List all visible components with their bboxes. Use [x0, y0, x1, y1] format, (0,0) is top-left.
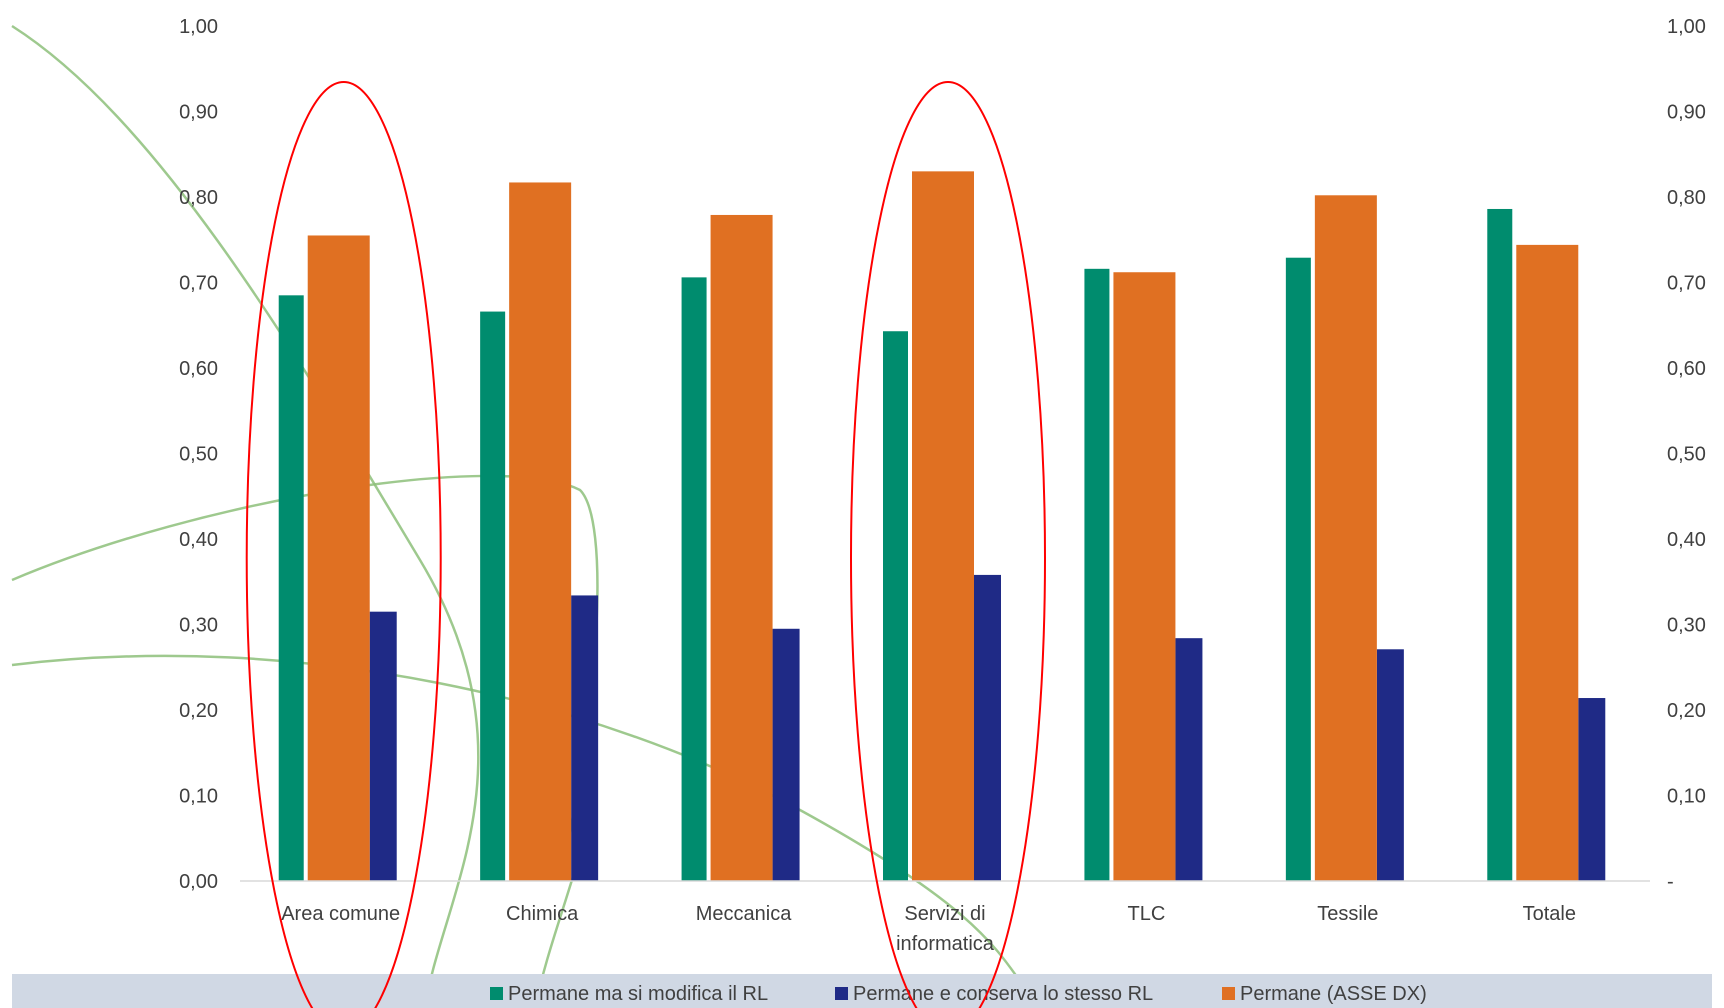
bar-permane-ma-si-modifica-il-rl-tlc — [1084, 268, 1110, 881]
bar-permane-asse-dx-totale — [1516, 244, 1579, 881]
bar-permane-e-conserva-lo-stesso-rl-totale — [1578, 698, 1606, 881]
category-label: Totale — [1523, 903, 1576, 925]
bar-group-meccanica — [681, 214, 800, 881]
legend-background — [12, 974, 1712, 1008]
right-tick-label: - — [1667, 871, 1674, 893]
right-tick-label: 1,00 — [1667, 16, 1706, 38]
left-tick-label: 0,80 — [179, 187, 218, 209]
left-tick-label: 0,40 — [179, 529, 218, 551]
legend-label: Permane e conserva lo stesso RL — [853, 983, 1153, 1005]
left-tick-label: 0,60 — [179, 358, 218, 380]
category-label: Meccanica — [696, 903, 792, 925]
bar-permane-e-conserva-lo-stesso-rl-tlc — [1175, 638, 1203, 881]
right-tick-label: 0,70 — [1667, 273, 1706, 295]
left-axis-ticks: 0,00 0,10 0,20 0,30 0,40 0,50 0,60 0,70 0,80 0,90… — [179, 16, 218, 893]
left-tick-label: 0,90 — [179, 102, 218, 124]
bar-permane-ma-si-modifica-il-rl-servizi-di-informatica — [883, 331, 908, 881]
bar-group-totale — [1487, 208, 1606, 882]
category-label: TLC — [1128, 903, 1166, 925]
bar-group-chimica — [480, 182, 599, 882]
bar-permane-ma-si-modifica-il-rl-totale — [1487, 208, 1513, 882]
bar-group-tessile — [1285, 195, 1404, 882]
bar-permane-e-conserva-lo-stesso-rl-meccanica — [772, 628, 800, 881]
highlight-ellipse-area-comune — [245, 81, 442, 1008]
bar-permane-e-conserva-lo-stesso-rl-chimica — [571, 595, 599, 881]
bar-permane-asse-dx-servizi-di-informatica — [912, 171, 974, 882]
left-tick-label: 0,70 — [179, 273, 218, 295]
bar-permane-asse-dx-meccanica — [710, 214, 773, 881]
legend-swatch — [835, 987, 848, 1000]
right-tick-label: 0,60 — [1667, 358, 1706, 380]
bar-groups — [278, 171, 1606, 882]
right-tick-label: 0,10 — [1667, 786, 1706, 808]
bar-permane-e-conserva-lo-stesso-rl-servizi-di-informatica — [974, 574, 1001, 881]
bar-permane-e-conserva-lo-stesso-rl-tessile — [1376, 649, 1404, 881]
right-axis-ticks: - 0,10 0,20 0,30 0,40 0,50 0,60 0,70 0,80 0,90 1,0… — [1667, 16, 1706, 893]
left-tick-label: 0,20 — [179, 700, 218, 722]
bar-permane-e-conserva-lo-stesso-rl-area-comune — [369, 611, 397, 881]
legend-label: Permane (ASSE DX) — [1240, 983, 1427, 1005]
left-tick-label: 0,30 — [179, 615, 218, 637]
highlight-ellipses — [245, 81, 1046, 1008]
legend-item-permane-asse-dx: Permane (ASSE DX) — [1222, 983, 1427, 1005]
bar-permane-asse-dx-tlc — [1113, 272, 1176, 881]
legend-swatch — [490, 987, 503, 1000]
bar-group-servizi-di-informatica — [883, 171, 1001, 882]
legend-item-permane-ma-si-modifica-il-rl: Permane ma si modifica il RL — [490, 983, 768, 1005]
category-label: Area comune — [281, 903, 400, 925]
left-tick-label: 0,00 — [179, 871, 218, 893]
decor-curve-1 — [11, 24, 480, 1008]
bar-permane-ma-si-modifica-il-rl-chimica — [480, 311, 506, 881]
bar-group-area-comune — [278, 235, 397, 882]
category-labels: Area comune Chimica Meccanica Servizi di inf… — [281, 903, 1576, 955]
left-tick-label: 0,10 — [179, 786, 218, 808]
bar-permane-ma-si-modifica-il-rl-tessile — [1285, 257, 1311, 882]
category-label: Servizi di — [904, 903, 985, 925]
category-label: informatica — [896, 933, 995, 955]
right-tick-label: 0,30 — [1667, 615, 1706, 637]
legend-label: Permane ma si modifica il RL — [508, 983, 768, 1005]
bar-permane-asse-dx-tessile — [1314, 195, 1377, 882]
legend-item-permane-e-conserva-lo-stesso-rl: Permane e conserva lo stesso RL — [835, 983, 1153, 1005]
left-tick-label: 0,50 — [179, 444, 218, 466]
legend-swatch — [1222, 987, 1235, 1000]
category-label: Tessile — [1317, 903, 1378, 925]
bar-group-tlc — [1084, 268, 1203, 881]
right-tick-label: 0,90 — [1667, 102, 1706, 124]
legend: Permane ma si modifica il RL Permane e co… — [490, 983, 1427, 1005]
highlight-ellipse-servizi-di-informatica — [850, 81, 1046, 1008]
bar-permane-asse-dx-area-comune — [307, 235, 370, 882]
bar-permane-ma-si-modifica-il-rl-meccanica — [681, 277, 707, 881]
right-tick-label: 0,50 — [1667, 444, 1706, 466]
bar-permane-asse-dx-chimica — [509, 182, 572, 882]
right-tick-label: 0,80 — [1667, 187, 1706, 209]
right-tick-label: 0,40 — [1667, 529, 1706, 551]
left-tick-label: 1,00 — [179, 16, 218, 38]
right-tick-label: 0,20 — [1667, 700, 1706, 722]
bar-permane-ma-si-modifica-il-rl-area-comune — [278, 295, 304, 881]
category-label: Chimica — [506, 903, 579, 925]
